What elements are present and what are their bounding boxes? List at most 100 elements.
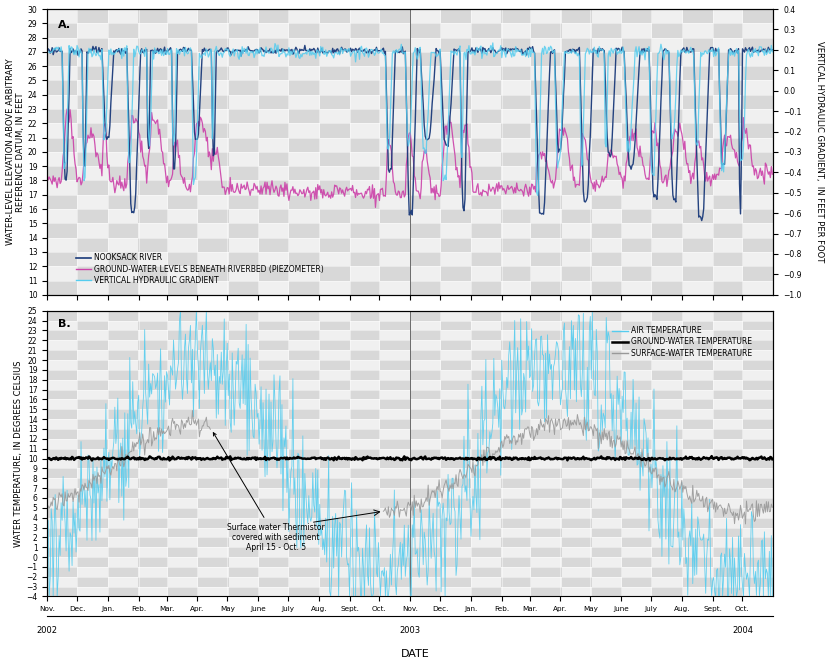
Bar (77, 209, 108, 223)
Bar (410, 399, 441, 409)
Bar (592, 180, 622, 195)
Bar (713, 38, 743, 52)
Bar (622, 23, 652, 38)
Bar (652, 9, 682, 23)
Bar (743, 0, 774, 9)
Bar (410, 537, 441, 547)
Bar (410, 311, 441, 321)
Bar (198, 567, 229, 577)
Bar (168, 280, 198, 295)
Bar (380, 488, 410, 498)
Bar (198, 459, 229, 469)
Bar (531, 557, 562, 567)
Legend: AIR TEMPERATURE, GROUND-WATER TEMPERATURE, SURFACE-WATER TEMPERATURE: AIR TEMPERATURE, GROUND-WATER TEMPERATUR… (609, 323, 755, 361)
Bar (259, 109, 289, 123)
Bar (229, 488, 259, 498)
Bar (168, 95, 198, 109)
Bar (682, 370, 713, 379)
Bar (289, 280, 320, 295)
Bar (138, 138, 168, 152)
Bar (743, 537, 774, 547)
Bar (410, 341, 441, 350)
Bar (108, 537, 138, 547)
Bar (138, 321, 168, 331)
Bar (259, 321, 289, 331)
Bar (441, 527, 471, 537)
Bar (652, 577, 682, 587)
Bar (743, 577, 774, 587)
Bar (168, 109, 198, 123)
Bar (471, 209, 501, 223)
Bar (410, 350, 441, 360)
Bar (77, 370, 108, 379)
Bar (562, 152, 592, 166)
Bar (713, 301, 743, 311)
Bar (289, 238, 320, 252)
Bar (471, 66, 501, 81)
Bar (713, 537, 743, 547)
Bar (108, 138, 138, 152)
Bar (713, 459, 743, 469)
Bar (441, 537, 471, 547)
Bar (592, 23, 622, 38)
Bar (562, 370, 592, 379)
Bar (471, 409, 501, 419)
Bar (471, 557, 501, 567)
Bar (259, 379, 289, 389)
Bar (138, 449, 168, 459)
Bar (743, 567, 774, 577)
Bar (622, 370, 652, 379)
Bar (531, 459, 562, 469)
Bar (743, 439, 774, 449)
Bar (592, 379, 622, 389)
Bar (501, 341, 531, 350)
Bar (380, 498, 410, 508)
Bar (682, 488, 713, 498)
Bar (320, 577, 349, 587)
Bar (501, 152, 531, 166)
Bar (441, 38, 471, 52)
Bar (592, 52, 622, 66)
Bar (682, 52, 713, 66)
Bar (108, 527, 138, 537)
Bar (713, 517, 743, 527)
Bar (743, 252, 774, 266)
Bar (320, 166, 349, 180)
Bar (652, 23, 682, 38)
Bar (592, 166, 622, 180)
Bar (622, 0, 652, 9)
Bar (198, 52, 229, 66)
Bar (774, 350, 803, 360)
Bar (198, 587, 229, 597)
Bar (471, 370, 501, 379)
Bar (259, 360, 289, 370)
Bar (562, 557, 592, 567)
Bar (774, 498, 803, 508)
Bar (531, 223, 562, 238)
Bar (743, 370, 774, 379)
Bar (198, 547, 229, 557)
Bar (380, 547, 410, 557)
Bar (229, 449, 259, 459)
Bar (441, 370, 471, 379)
Bar (349, 266, 380, 280)
Bar (622, 350, 652, 360)
Bar (774, 577, 803, 587)
Bar (652, 527, 682, 537)
Bar (77, 166, 108, 180)
Bar (259, 331, 289, 341)
Bar (259, 587, 289, 597)
Bar (229, 95, 259, 109)
Bar (138, 38, 168, 52)
Bar (471, 379, 501, 389)
Bar (77, 223, 108, 238)
Bar (682, 409, 713, 419)
Bar (349, 152, 380, 166)
Bar (229, 109, 259, 123)
Bar (652, 557, 682, 567)
Bar (713, 252, 743, 266)
Bar (168, 321, 198, 331)
Bar (652, 301, 682, 311)
Bar (501, 567, 531, 577)
Bar (349, 180, 380, 195)
